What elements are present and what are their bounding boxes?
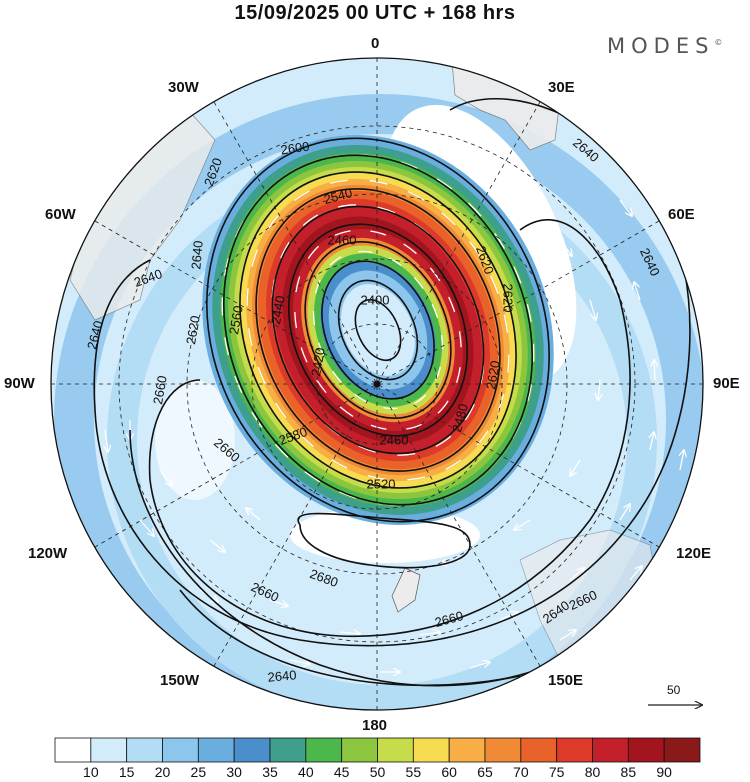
contour-label: 2460 xyxy=(379,432,409,448)
colorbar-tick-label: 75 xyxy=(548,764,565,780)
colorbar-tick-label: 25 xyxy=(190,764,207,780)
colorbar-tick-label: 40 xyxy=(298,764,314,780)
colorbar-swatch xyxy=(305,737,343,763)
colorbar-swatch xyxy=(663,737,701,763)
lon-label-30e: 30E xyxy=(548,79,575,96)
chart-title: 15/09/2025 00 UTC + 168 hrs xyxy=(234,2,516,24)
colorbar-tick-label: 35 xyxy=(262,764,278,780)
colorbar-swatch xyxy=(556,737,593,763)
colorbar-swatch xyxy=(592,737,629,763)
colorbar-swatch xyxy=(341,737,378,763)
lon-label-120e: 120E xyxy=(676,545,712,562)
colorbar-swatch xyxy=(448,737,486,763)
contour-label: 2640 xyxy=(188,239,206,271)
contour-label: 2640 xyxy=(266,667,298,685)
lon-label-90w: 90W xyxy=(4,375,35,392)
colorbar-swatch xyxy=(520,737,558,763)
colorbar-tick-label: 60 xyxy=(441,764,457,780)
lon-label-90e: 90E xyxy=(713,375,740,392)
lon-label-120w: 120W xyxy=(28,545,68,562)
colorbar-tick-label: 15 xyxy=(118,764,135,780)
colorbar-swatch xyxy=(484,737,522,763)
colorbar-tick-label: 50 xyxy=(369,764,386,780)
contour-label: 2520 xyxy=(366,476,396,492)
lon-label-30w: 30W xyxy=(168,79,199,96)
contour-label: 2620 xyxy=(500,283,516,313)
colorbar-tick-label: 20 xyxy=(154,764,171,780)
colorbar-swatch xyxy=(90,737,128,763)
colorbar-tick-label: 55 xyxy=(405,764,422,780)
reference-vector-label: 50 xyxy=(667,683,681,697)
colorbar-swatch xyxy=(162,737,199,763)
colorbar-tick-label: 30 xyxy=(226,764,242,780)
height-contours xyxy=(93,97,691,687)
pole-marker xyxy=(373,380,381,388)
colorbar-swatch xyxy=(269,737,307,763)
contour-label: 2460 xyxy=(327,232,357,248)
lon-label-150e: 150E xyxy=(548,672,584,689)
colorbar-swatch xyxy=(197,737,235,763)
colorbar-swatch xyxy=(627,737,665,763)
colorbar-swatch xyxy=(54,737,92,763)
colorbar-tick-label: 45 xyxy=(333,764,350,780)
colorbar-tick-label: 90 xyxy=(656,764,672,780)
lon-label-150w: 150W xyxy=(160,672,200,689)
colorbar-swatch xyxy=(233,737,271,763)
colorbar-swatch xyxy=(377,737,414,763)
colorbar-swatch xyxy=(126,737,163,763)
contour-label: 2400 xyxy=(360,292,390,308)
lon-label-180: 180 xyxy=(362,717,388,734)
colorbar-tick-label: 65 xyxy=(477,764,493,780)
lon-label-0: 0 xyxy=(371,35,380,52)
colorbar-swatch xyxy=(412,737,450,763)
graticule xyxy=(51,58,703,710)
colorbar-tick-label: 80 xyxy=(584,764,601,780)
colorbar-tick-label: 85 xyxy=(620,764,637,780)
colorbar xyxy=(54,737,701,763)
brand-logo: MODES© xyxy=(607,34,723,58)
lon-label-60e: 60E xyxy=(668,206,695,223)
map-fill-layer xyxy=(51,58,703,710)
lon-label-60w: 60W xyxy=(45,206,76,223)
colorbar-tick-label: 10 xyxy=(83,764,99,780)
colorbar-tick-label: 70 xyxy=(513,764,529,780)
